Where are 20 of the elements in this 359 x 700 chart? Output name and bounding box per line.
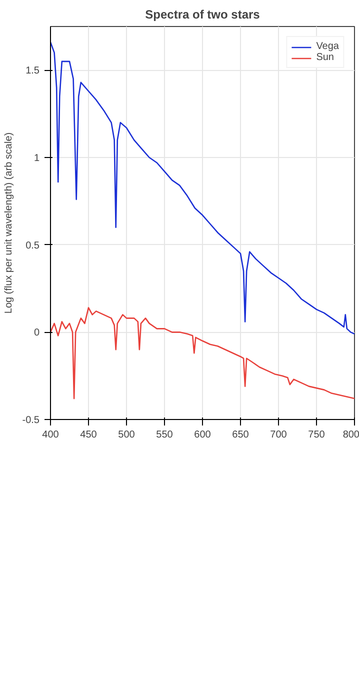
- chart-title: Spectra of two stars: [145, 8, 260, 22]
- legend-label: Sun: [316, 52, 335, 63]
- y-tick-label: 1.5: [26, 66, 40, 77]
- y-tick-label: 0: [34, 328, 40, 339]
- x-tick-label: 450: [80, 430, 98, 440]
- x-tick-label: 800: [342, 430, 359, 440]
- x-tick-label: 400: [42, 430, 60, 440]
- y-tick-label: 0.5: [26, 240, 40, 252]
- y-axis-title: Log (flux per unit wavelength) (arb scale): [3, 132, 14, 314]
- x-tick-label: 650: [232, 430, 250, 440]
- y-tick-label: -0.5: [22, 415, 40, 426]
- x-tick-label: 750: [308, 430, 326, 440]
- y-tick-label: 1: [34, 153, 40, 164]
- line-series: [50, 42, 354, 335]
- x-tick-label: 700: [270, 430, 288, 440]
- x-tick-label: 500: [118, 430, 136, 440]
- x-tick-label: 600: [194, 430, 212, 440]
- line-series: [50, 307, 354, 400]
- x-tick-label: 550: [156, 430, 174, 440]
- legend-label: Vega: [316, 41, 339, 52]
